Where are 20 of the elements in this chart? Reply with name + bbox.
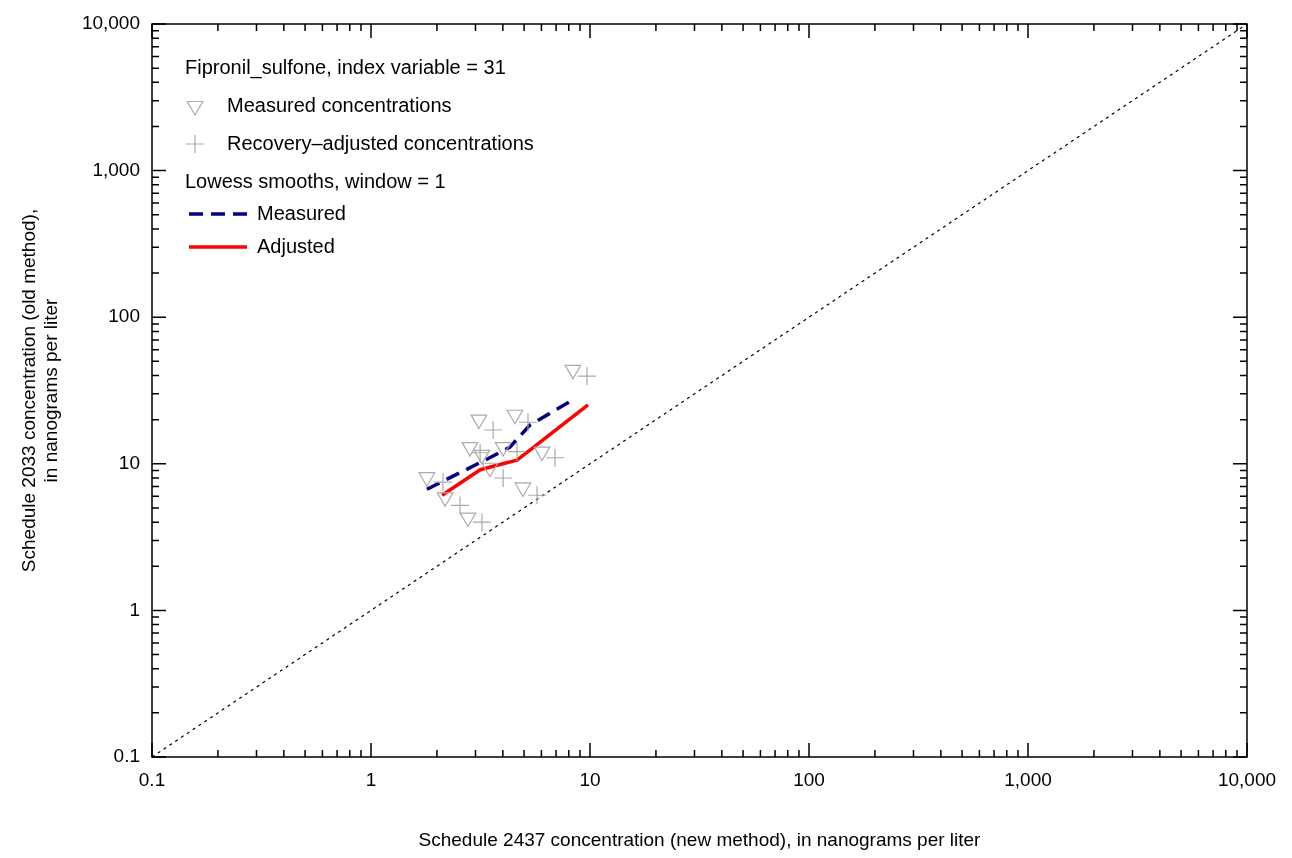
legend-label: Measured concentrations xyxy=(227,93,452,116)
x-tick-label: 1 xyxy=(365,768,377,790)
y-tick-label: 1,000 xyxy=(92,158,140,180)
legend-label: Measured xyxy=(257,201,346,224)
annotation: Lowess smooths, window = 1 xyxy=(185,169,446,192)
x-axis-title: Schedule 2437 concentration (new method), in nanograms per liter xyxy=(418,828,982,850)
y-tick-label: 1 xyxy=(129,598,140,620)
x-tick-label: 10,000 xyxy=(1217,768,1277,790)
x-tick-label: 10 xyxy=(579,768,601,790)
y-tick-label: 10 xyxy=(118,452,140,474)
y-tick-label: 0.1 xyxy=(113,745,140,767)
x-tick-label: 1,000 xyxy=(1004,768,1052,790)
legend-title: Fipronil_sulfone, index variable = 31 xyxy=(185,55,506,79)
y-tick-label: 100 xyxy=(108,305,140,327)
y-tick-label: 10,000 xyxy=(81,12,140,34)
legend-label: Recovery–adjusted concentrations xyxy=(227,131,534,154)
y-axis-title: Schedule 2033 concentration (old method), in nanograms per liter xyxy=(17,208,62,573)
x-tick-label: 0.1 xyxy=(138,768,166,790)
x-tick-label: 100 xyxy=(793,768,825,790)
legend-label: Adjusted xyxy=(257,234,335,257)
